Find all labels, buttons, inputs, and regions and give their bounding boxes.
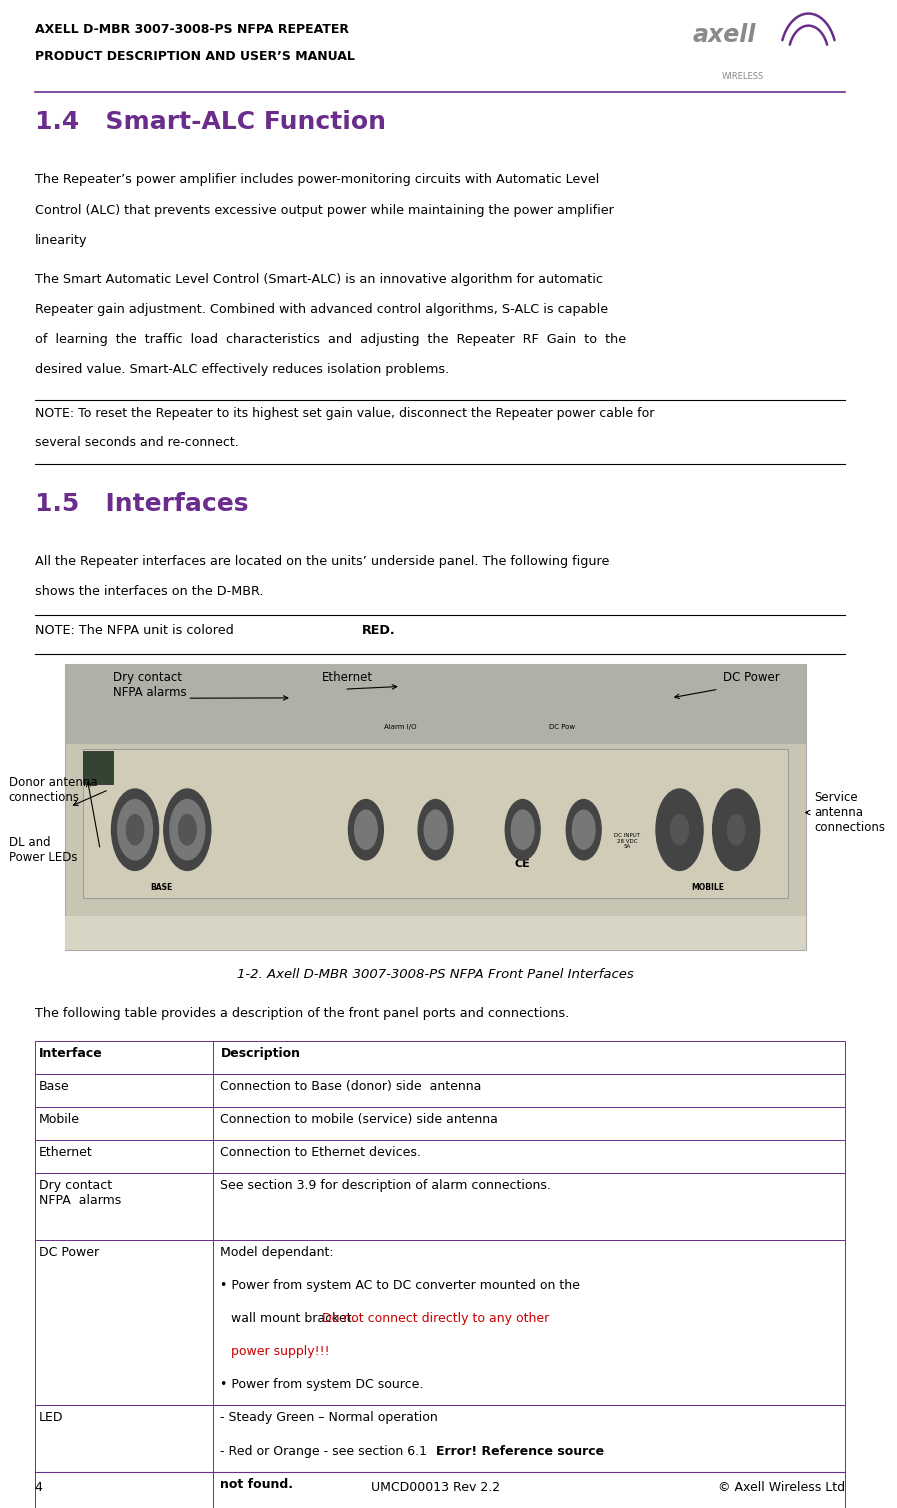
- Text: WIRELESS: WIRELESS: [721, 72, 763, 81]
- Text: Donor antenna
connections: Donor antenna connections: [9, 775, 98, 804]
- Text: Interface: Interface: [39, 1047, 103, 1060]
- Text: All the Repeater interfaces are located on the units’ underside panel. The follo: All the Repeater interfaces are located …: [35, 555, 609, 569]
- Text: Repeater gain adjustment. Combined with advanced control algorithms, S-ALC is ca: Repeater gain adjustment. Combined with …: [35, 303, 608, 317]
- Text: Service
antenna
connections: Service antenna connections: [814, 792, 885, 834]
- Text: 1-2. Axell D-MBR 3007-3008-PS NFPA Front Panel Interfaces: 1-2. Axell D-MBR 3007-3008-PS NFPA Front…: [237, 968, 634, 982]
- Bar: [83, 749, 788, 899]
- Text: The Smart Automatic Level Control (Smart-ALC) is an innovative algorithm for aut: The Smart Automatic Level Control (Smart…: [35, 273, 603, 287]
- Circle shape: [712, 789, 760, 870]
- Text: DC INPUT
28 VDC
5A: DC INPUT 28 VDC 5A: [614, 832, 640, 849]
- Text: NOTE: To reset the Repeater to its highest set gain value, disconnect the Repeat: NOTE: To reset the Repeater to its highe…: [35, 407, 654, 421]
- Text: Description: Description: [221, 1047, 300, 1060]
- Text: Alarm I/O: Alarm I/O: [385, 724, 417, 730]
- Text: Dry contact
NFPA  alarms: Dry contact NFPA alarms: [39, 1179, 121, 1208]
- Text: CE: CE: [515, 860, 531, 869]
- Text: linearity: linearity: [35, 234, 87, 247]
- Text: • Power from system DC source.: • Power from system DC source.: [221, 1378, 423, 1392]
- Text: 1.5   Interfaces: 1.5 Interfaces: [35, 492, 248, 516]
- Text: Base: Base: [39, 1080, 70, 1093]
- Circle shape: [111, 789, 159, 870]
- Bar: [83, 751, 113, 784]
- Text: power supply!!!: power supply!!!: [231, 1345, 329, 1359]
- Circle shape: [354, 810, 378, 849]
- Text: The Repeater’s power amplifier includes power-monitoring circuits with Automatic: The Repeater’s power amplifier includes …: [35, 173, 599, 187]
- Circle shape: [511, 810, 534, 849]
- Circle shape: [505, 799, 540, 860]
- Text: BASE: BASE: [150, 882, 172, 891]
- Circle shape: [424, 810, 447, 849]
- Text: © Axell Wireless Ltd: © Axell Wireless Ltd: [718, 1481, 845, 1494]
- Bar: [35, 1107, 845, 1140]
- Text: 4: 4: [35, 1481, 43, 1494]
- Text: LED: LED: [39, 1411, 64, 1425]
- Text: 1.4   Smart-ALC Function: 1.4 Smart-ALC Function: [35, 110, 386, 134]
- Circle shape: [164, 789, 211, 870]
- Circle shape: [566, 799, 601, 860]
- Text: AXELL D-MBR 3007-3008-PS NFPA REPEATER: AXELL D-MBR 3007-3008-PS NFPA REPEATER: [35, 23, 349, 36]
- Text: DC Pow: DC Pow: [549, 724, 575, 730]
- Text: desired value. Smart-ALC effectively reduces isolation problems.: desired value. Smart-ALC effectively red…: [35, 363, 449, 377]
- Text: axell: axell: [692, 23, 756, 47]
- Text: Ethernet: Ethernet: [322, 671, 373, 685]
- Text: MOBILE: MOBILE: [691, 882, 724, 891]
- Text: See section 3.9 for description of alarm connections.: See section 3.9 for description of alarm…: [221, 1179, 552, 1193]
- Circle shape: [572, 810, 595, 849]
- Text: PRODUCT DESCRIPTION AND USER’S MANUAL: PRODUCT DESCRIPTION AND USER’S MANUAL: [35, 50, 354, 63]
- Bar: [65, 915, 806, 950]
- Text: Dry contact
NFPA alarms: Dry contact NFPA alarms: [113, 671, 187, 700]
- Text: DC Power: DC Power: [723, 671, 779, 685]
- Circle shape: [671, 814, 688, 844]
- Circle shape: [118, 799, 152, 860]
- Text: Model dependant:: Model dependant:: [221, 1246, 334, 1259]
- Circle shape: [348, 799, 383, 860]
- Text: Mobile: Mobile: [39, 1113, 80, 1126]
- Text: of  learning  the  traffic  load  characteristics  and  adjusting  the  Repeater: of learning the traffic load characteris…: [35, 333, 626, 347]
- Text: Connection to Base (donor) side  antenna: Connection to Base (donor) side antenna: [221, 1080, 482, 1093]
- Text: Control (ALC) that prevents excessive output power while maintaining the power a: Control (ALC) that prevents excessive ou…: [35, 204, 614, 217]
- Text: Do not connect directly to any other: Do not connect directly to any other: [322, 1312, 550, 1326]
- Text: Ethernet: Ethernet: [39, 1146, 93, 1160]
- Circle shape: [170, 799, 205, 860]
- Circle shape: [126, 814, 144, 844]
- Text: DL and
Power LEDs: DL and Power LEDs: [9, 835, 77, 864]
- Text: Connection to Ethernet devices.: Connection to Ethernet devices.: [221, 1146, 422, 1160]
- Bar: [35, 1140, 845, 1173]
- Text: The following table provides a description of the front panel ports and connecti: The following table provides a descripti…: [35, 1007, 570, 1021]
- Text: NOTE: The NFPA unit is colored: NOTE: The NFPA unit is colored: [35, 624, 238, 638]
- Bar: [35, 1405, 845, 1508]
- Bar: [35, 1173, 845, 1240]
- Text: - Red or Orange - see section 6.1: - Red or Orange - see section 6.1: [221, 1445, 427, 1458]
- Circle shape: [727, 814, 745, 844]
- Text: UMCD00013 Rev 2.2: UMCD00013 Rev 2.2: [371, 1481, 501, 1494]
- Bar: [35, 1041, 845, 1074]
- Text: RED.: RED.: [361, 624, 396, 638]
- Bar: [65, 664, 806, 743]
- Text: • Power from system AC to DC converter mounted on the: • Power from system AC to DC converter m…: [221, 1279, 580, 1292]
- Text: Connection to mobile (service) side antenna: Connection to mobile (service) side ante…: [221, 1113, 499, 1126]
- Text: not found.: not found.: [221, 1478, 293, 1491]
- Text: - Steady Green – Normal operation: - Steady Green – Normal operation: [221, 1411, 438, 1425]
- Bar: [35, 1240, 845, 1405]
- Circle shape: [179, 814, 196, 844]
- Bar: [35, 1074, 845, 1107]
- Text: DC Power: DC Power: [39, 1246, 100, 1259]
- Circle shape: [418, 799, 453, 860]
- Text: wall mount bracket.: wall mount bracket.: [231, 1312, 360, 1326]
- Bar: [65, 664, 806, 950]
- Text: several seconds and re-connect.: several seconds and re-connect.: [35, 436, 239, 449]
- Circle shape: [656, 789, 703, 870]
- Text: shows the interfaces on the D-MBR.: shows the interfaces on the D-MBR.: [35, 585, 264, 599]
- Text: Error! Reference source: Error! Reference source: [437, 1445, 605, 1458]
